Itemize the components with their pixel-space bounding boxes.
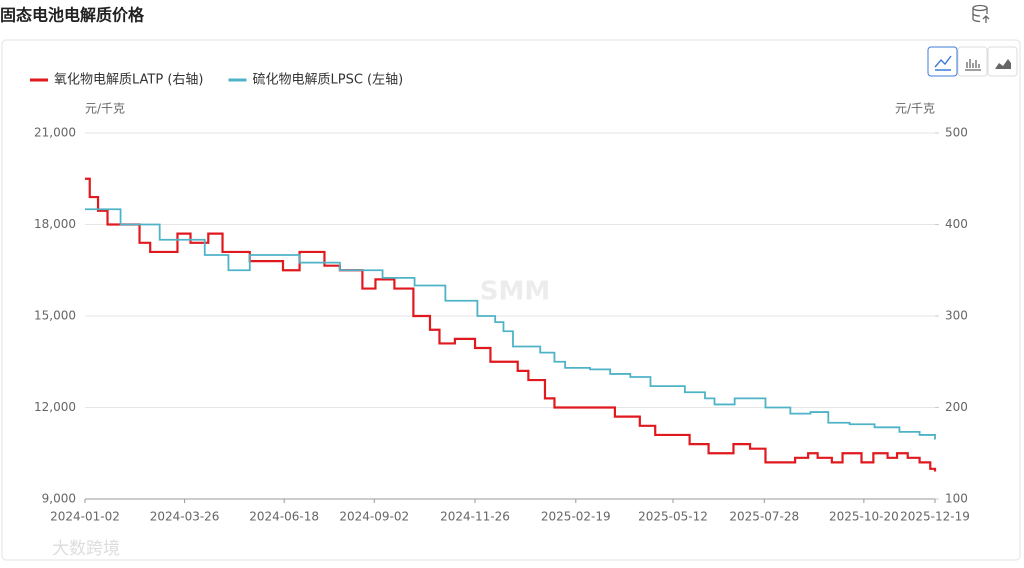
y2-tick-label: 500 <box>945 126 968 140</box>
y-tick-label: 9,000 <box>42 492 76 506</box>
area-icon <box>995 59 1011 69</box>
export-icon[interactable] <box>972 4 990 24</box>
y2-tick-label: 200 <box>945 400 968 414</box>
y-tick-label: 18,000 <box>34 217 76 231</box>
y-tick-label: 15,000 <box>34 309 76 323</box>
bar-button[interactable] <box>957 46 988 77</box>
y-unit: 元/千克 <box>85 102 125 116</box>
x-tick-label: 2025-05-12 <box>638 510 708 524</box>
x-tick-label: 2025-10-20 <box>829 510 899 524</box>
legend-item[interactable]: 氧化物电解质LATP (右轴) <box>30 73 203 88</box>
legend-label: 氧化物电解质LATP (右轴) <box>54 73 203 88</box>
chart-type-toolbar <box>927 46 1018 77</box>
y2-unit: 元/千克 <box>895 102 935 116</box>
series-line <box>85 208 936 440</box>
x-tick-label: 2024-03-26 <box>150 510 220 524</box>
x-tick-label: 2025-12-19 <box>900 510 970 524</box>
page-watermark: 大数跨境 <box>52 539 120 559</box>
y2-tick-label: 300 <box>945 309 968 323</box>
area-button[interactable] <box>987 46 1018 77</box>
y-tick-label: 21,000 <box>34 126 76 140</box>
legend-item[interactable]: 硫化物电解质LPSC (左轴) <box>228 73 403 88</box>
bar-icon <box>965 59 981 71</box>
x-tick-label: 2024-11-26 <box>440 510 510 524</box>
x-tick-label: 2024-09-02 <box>339 510 409 524</box>
card <box>1 39 1021 561</box>
x-tick-label: 2025-02-19 <box>541 510 611 524</box>
legend-label: 硫化物电解质LPSC (左轴) <box>252 73 403 88</box>
chart-title: 固态电池电解质价格 <box>0 6 145 25</box>
line-icon <box>934 55 952 71</box>
y-tick-label: 12,000 <box>34 400 76 414</box>
x-tick-label: 2024-01-02 <box>50 510 120 524</box>
series-line <box>85 177 937 472</box>
x-tick-label: 2025-07-28 <box>729 510 799 524</box>
watermark: SMM <box>480 277 550 307</box>
y2-tick-label: 400 <box>945 217 968 231</box>
y2-tick-label: 100 <box>945 492 968 506</box>
x-tick-label: 2024-06-18 <box>249 510 319 524</box>
